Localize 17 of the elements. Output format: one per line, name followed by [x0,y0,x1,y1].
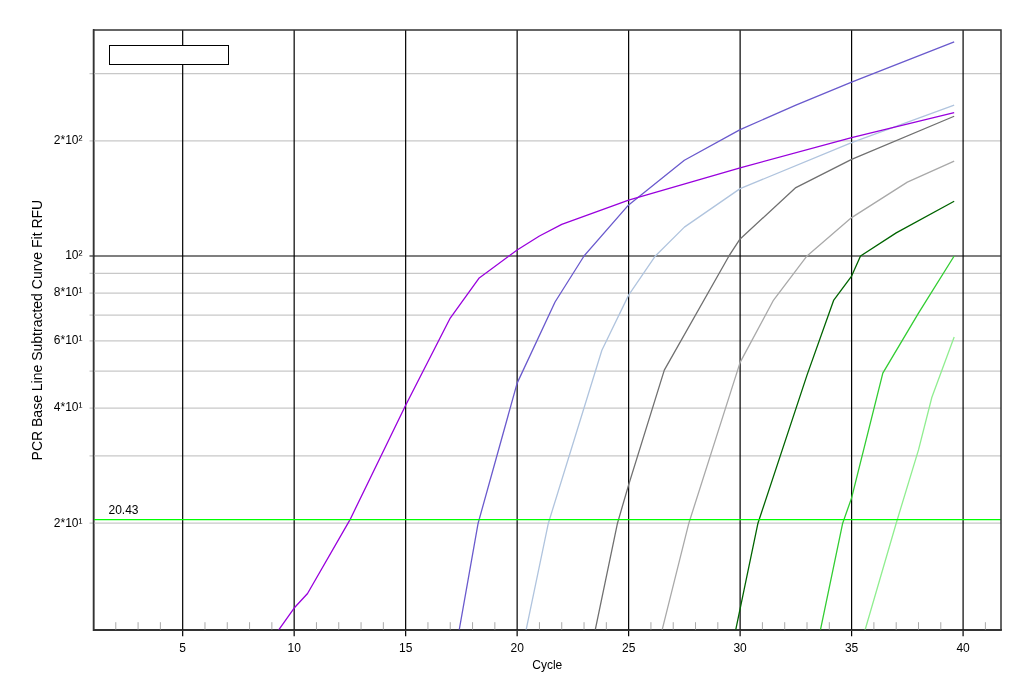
x-tick-label: 35 [844,640,859,655]
x-tick-label: 40 [956,640,971,655]
y-tick-label: 2*10¹ [53,515,83,530]
ref-line-label: 20.43 [108,502,139,517]
x-tick-label: 10 [287,640,302,655]
x-tick-label: 20 [510,640,525,655]
y-tick-label: 10² [65,248,83,263]
x-tick-label: 25 [621,640,636,655]
y-axis-title: PCR Base Line Subtracted Curve Fit RFU [29,199,46,461]
x-axis-title: Cycle [532,658,563,673]
y-tick-label: 6*10¹ [53,333,83,348]
x-tick-label: 30 [733,640,748,655]
x-tick-label: 15 [398,640,413,655]
y-tick-label: 8*10¹ [53,285,83,300]
y-tick-label: 2*10² [53,133,83,148]
y-tick-label: 4*10¹ [53,400,83,415]
x-tick-label: 5 [179,640,187,655]
